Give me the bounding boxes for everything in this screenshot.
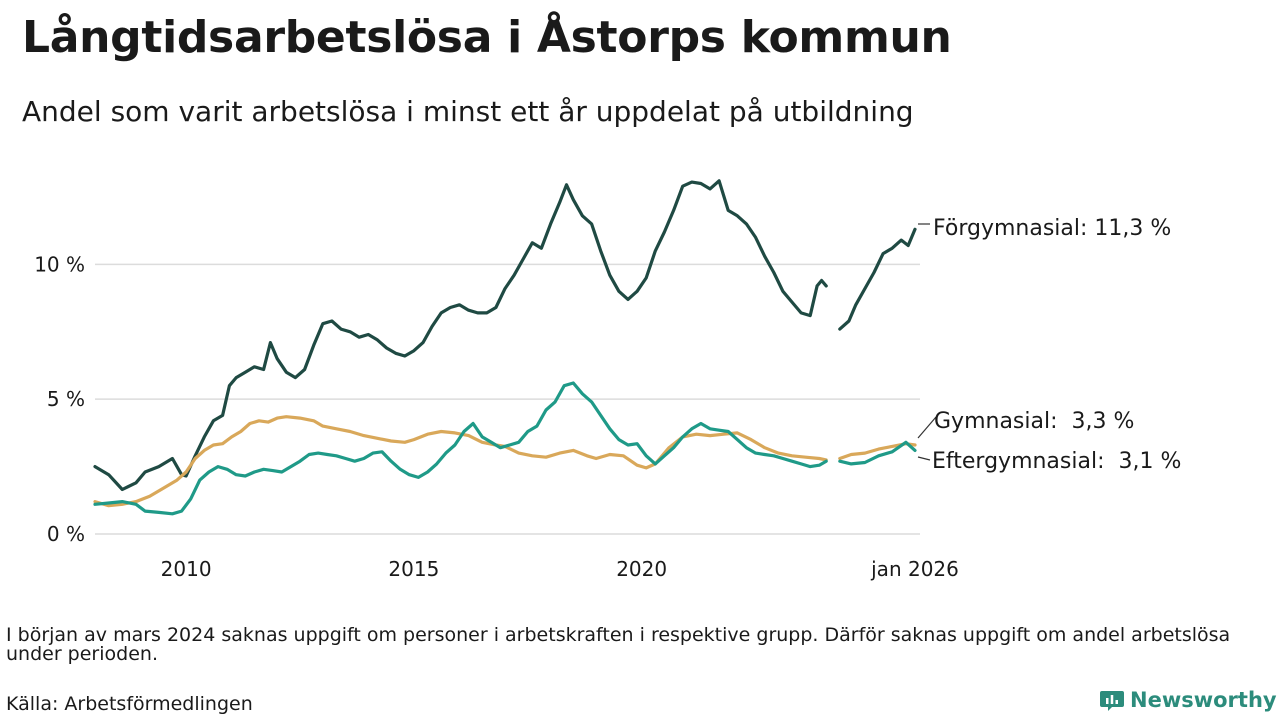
newsworthy-logo: Newsworthy bbox=[1100, 688, 1277, 712]
series-lines bbox=[93, 179, 917, 516]
y-tick-label: 0 % bbox=[47, 522, 85, 546]
y-tick-label: 5 % bbox=[47, 387, 85, 411]
y-tick-label: 10 % bbox=[34, 252, 85, 276]
y-axis: 0 % 5 % 10 % bbox=[34, 252, 85, 546]
source-credit: Källa: Arbetsförmedlingen bbox=[6, 693, 253, 715]
series-label-gymnasial: Gymnasial: 3,3 % bbox=[934, 409, 1134, 434]
x-tick-label: 2010 bbox=[161, 557, 212, 581]
line-chart: 0 % 5 % 10 % 2010 2015 2020 jan 2026 Förgymna… bbox=[34, 179, 1181, 581]
x-tick-label: 2015 bbox=[388, 557, 439, 581]
newsworthy-logo-icon bbox=[1100, 691, 1124, 711]
chart-subtitle: Andel som varit arbetslösa i minst ett å… bbox=[22, 95, 914, 128]
series-line-eftergymnasial bbox=[93, 381, 917, 516]
series-labels: Förgymnasial: 11,3 % Gymnasial: 3,3 % Efte… bbox=[917, 216, 1181, 474]
x-tick-label: jan 2026 bbox=[870, 557, 959, 581]
newsworthy-logo-text: Newsworthy bbox=[1130, 688, 1277, 712]
x-tick-label: 2020 bbox=[616, 557, 667, 581]
footnote: I början av mars 2024 saknas uppgift om … bbox=[6, 624, 1231, 665]
x-axis: 2010 2015 2020 jan 2026 bbox=[161, 557, 959, 581]
label-leader-gymnasial bbox=[917, 416, 937, 439]
gridlines bbox=[95, 263, 920, 535]
series-label-förgymnasial: Förgymnasial: 11,3 % bbox=[933, 216, 1171, 241]
series-label-eftergymnasial: Eftergymnasial: 3,1 % bbox=[932, 449, 1181, 474]
series-line-förgymnasial bbox=[93, 179, 917, 492]
chart-title: Långtidsarbetslösa i Åstorps kommun bbox=[22, 12, 952, 63]
label-leader-eftergymnasial bbox=[917, 456, 931, 461]
